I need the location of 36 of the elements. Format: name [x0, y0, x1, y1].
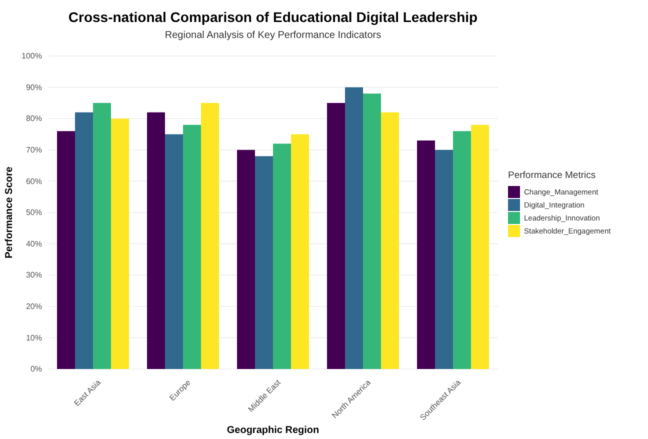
- bar: [147, 112, 165, 369]
- y-tick-label: 0%: [30, 364, 42, 374]
- y-tick-label: 40%: [26, 239, 42, 248]
- y-axis-title: Performance Score: [4, 166, 15, 258]
- y-tick-label: 90%: [26, 82, 42, 92]
- bar: [453, 131, 471, 369]
- y-tick-label: 10%: [26, 333, 42, 342]
- bar: [75, 112, 93, 369]
- y-tick-label: 60%: [26, 176, 42, 186]
- bar: [93, 102, 111, 369]
- bar: [183, 124, 201, 369]
- bar: [255, 156, 273, 369]
- bar: [381, 112, 399, 369]
- bar: [363, 94, 381, 369]
- bar: [111, 118, 129, 369]
- bar: [57, 131, 75, 369]
- legend-title: Performance Metrics: [508, 170, 596, 181]
- y-tick-label: 50%: [26, 208, 42, 218]
- bar: [237, 150, 255, 369]
- bar: [345, 87, 363, 369]
- y-tick-label: 100%: [22, 52, 42, 61]
- chart-subtitle: Regional Analysis of Key Performance Indicators: [164, 30, 382, 41]
- x-axis-title: Geographic Region: [226, 425, 320, 436]
- y-tick-label: 80%: [26, 114, 42, 124]
- bar: [201, 102, 219, 369]
- bar: [417, 140, 435, 369]
- chart-title: Cross-national Comparison of Educational Digital Leadership: [68, 9, 478, 25]
- y-tick-label: 20%: [26, 302, 42, 311]
- bar: [291, 134, 309, 369]
- bar: [273, 144, 291, 369]
- y-tick-label: 70%: [26, 145, 42, 154]
- bar: [165, 134, 183, 369]
- bar: [327, 102, 345, 369]
- bar: [471, 124, 489, 369]
- bar: [435, 150, 453, 369]
- y-tick-label: 30%: [26, 270, 42, 280]
